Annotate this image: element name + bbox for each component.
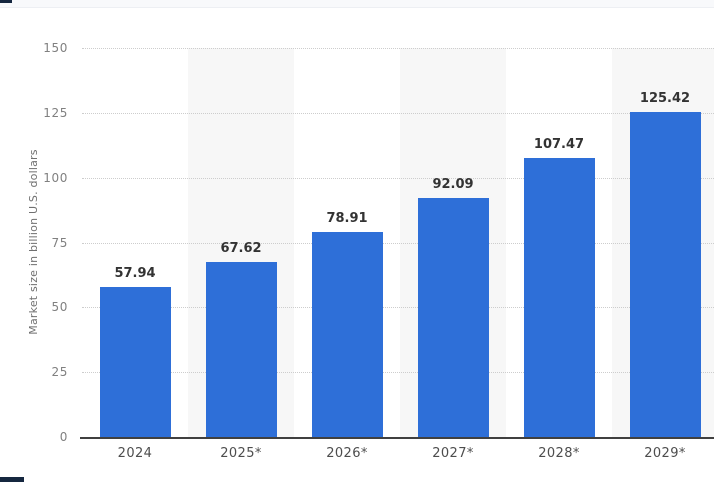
y-tick-label-50: 50 (51, 300, 68, 315)
x-tick-label-2028*: 2028* (538, 446, 580, 461)
gridline-150 (82, 48, 714, 49)
bar-value-label-2028*: 107.47 (533, 137, 585, 153)
bar-2026*[interactable] (311, 232, 383, 437)
x-tick-label-2025*: 2025* (220, 446, 262, 461)
bar-value-label-2027*: 92.09 (432, 177, 474, 193)
y-tick-label-25: 25 (51, 365, 68, 380)
bar-2029*[interactable] (629, 111, 701, 437)
gridline-100 (82, 177, 714, 179)
bar-2024[interactable] (99, 286, 171, 437)
x-tick-label-2026*: 2026* (326, 446, 368, 461)
window-edge-fragment-bottom-left (0, 477, 24, 482)
bar-value-label-2026*: 78.91 (326, 211, 368, 227)
y-tick-label-125: 125 (43, 105, 68, 120)
x-axis-line (80, 437, 714, 439)
gridline-125 (82, 112, 714, 114)
y-tick-label-0: 0 (59, 430, 68, 444)
x-tick-label-2027*: 2027* (432, 446, 474, 461)
gridline-50 (82, 307, 714, 309)
window-edge-fragment-top-left (0, 0, 12, 3)
x-tick-label-2029*: 2029* (644, 446, 686, 461)
bar-value-label-2024: 57.94 (114, 265, 156, 281)
gridline-25 (82, 372, 714, 374)
bar-2027*[interactable] (417, 198, 489, 437)
y-tick-label-100: 100 (43, 170, 68, 185)
x-tick-label-2024: 2024 (117, 446, 153, 461)
bar-value-label-2029*: 125.42 (639, 90, 691, 106)
bar-value-label-2025*: 67.62 (220, 240, 262, 256)
bar-2025*[interactable] (205, 261, 277, 437)
bar-2028*[interactable] (523, 158, 595, 437)
y-tick-label-75: 75 (51, 235, 68, 250)
page-top-strip (0, 0, 714, 8)
gridline-75 (82, 242, 714, 244)
y-tick-label-150: 150 (43, 41, 68, 55)
